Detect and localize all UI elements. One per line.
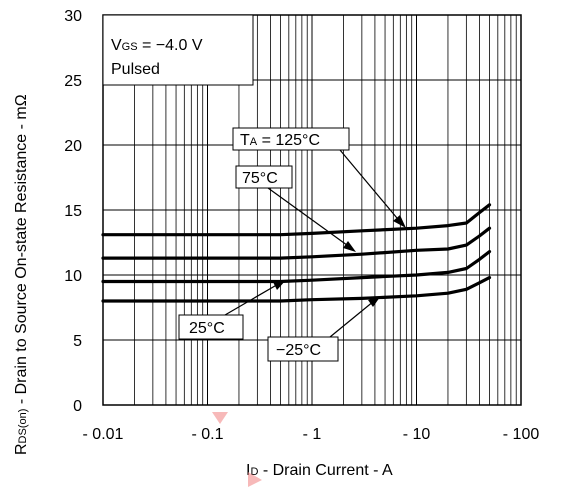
x-axis-title: ID - Drain Current - A (246, 462, 393, 479)
y-tick-label: 20 (64, 138, 82, 155)
condition-box-bg (102, 14, 254, 86)
series-line-1 (101, 226, 492, 260)
arrow-25c (224, 282, 281, 316)
y-tick-label: 30 (64, 8, 82, 25)
arrow-head-25c (273, 280, 286, 290)
x-tick-label: - 1 (303, 426, 322, 443)
series-label-25c: 25°C (189, 320, 225, 337)
arrow-head-75c (343, 241, 356, 252)
label-bg-75 (235, 165, 293, 189)
label-bg-125 (232, 127, 350, 151)
series-labels: TA = 125°C 75°C 25°C −25°C (178, 127, 350, 362)
series-line-2 (101, 250, 492, 284)
x-tick-label: - 0.01 (83, 426, 124, 443)
arrow-minus25c (329, 300, 375, 338)
y-axis-title: RDS(on) - Drain to Source On-state Resis… (13, 94, 30, 455)
vgs-label: VGS = −4.0 V (111, 37, 203, 54)
series-label-125c: TA = 125°C (240, 132, 320, 149)
arrows (224, 149, 406, 338)
y-tick-label: 0 (73, 398, 82, 415)
pulsed-label: Pulsed (111, 61, 160, 78)
watermark-logo-2 (248, 472, 262, 487)
condition-box: VGS = −4.0 V Pulsed (102, 14, 254, 86)
arrow-head-125c (393, 215, 406, 228)
label-bg-m25 (267, 336, 339, 362)
arrow-125c (339, 149, 403, 225)
y-tick-label: 15 (64, 203, 82, 220)
series-label-minus25c: −25°C (276, 342, 321, 359)
tick-labels: - 0.01 - 0.1 - 1 - 10 - 100 0 5 10 15 20 25 30 (64, 8, 539, 443)
x-tick-label: - 0.1 (191, 426, 223, 443)
label-bg-25 (178, 314, 244, 340)
arrow-75c (267, 187, 352, 249)
series-line-3 (101, 276, 492, 303)
y-tick-label: 25 (64, 73, 82, 90)
y-tick-label: 10 (64, 268, 82, 285)
x-tick-label: - 10 (403, 426, 431, 443)
arrow-head-minus25c (368, 297, 380, 307)
series-label-75c: 75°C (242, 170, 278, 187)
series-line-0 (101, 203, 492, 237)
x-tick-label: - 100 (503, 426, 540, 443)
curves (101, 203, 492, 303)
plot-frame (102, 14, 522, 406)
watermark-logo (212, 412, 228, 424)
y-tick-label: 5 (73, 333, 82, 350)
